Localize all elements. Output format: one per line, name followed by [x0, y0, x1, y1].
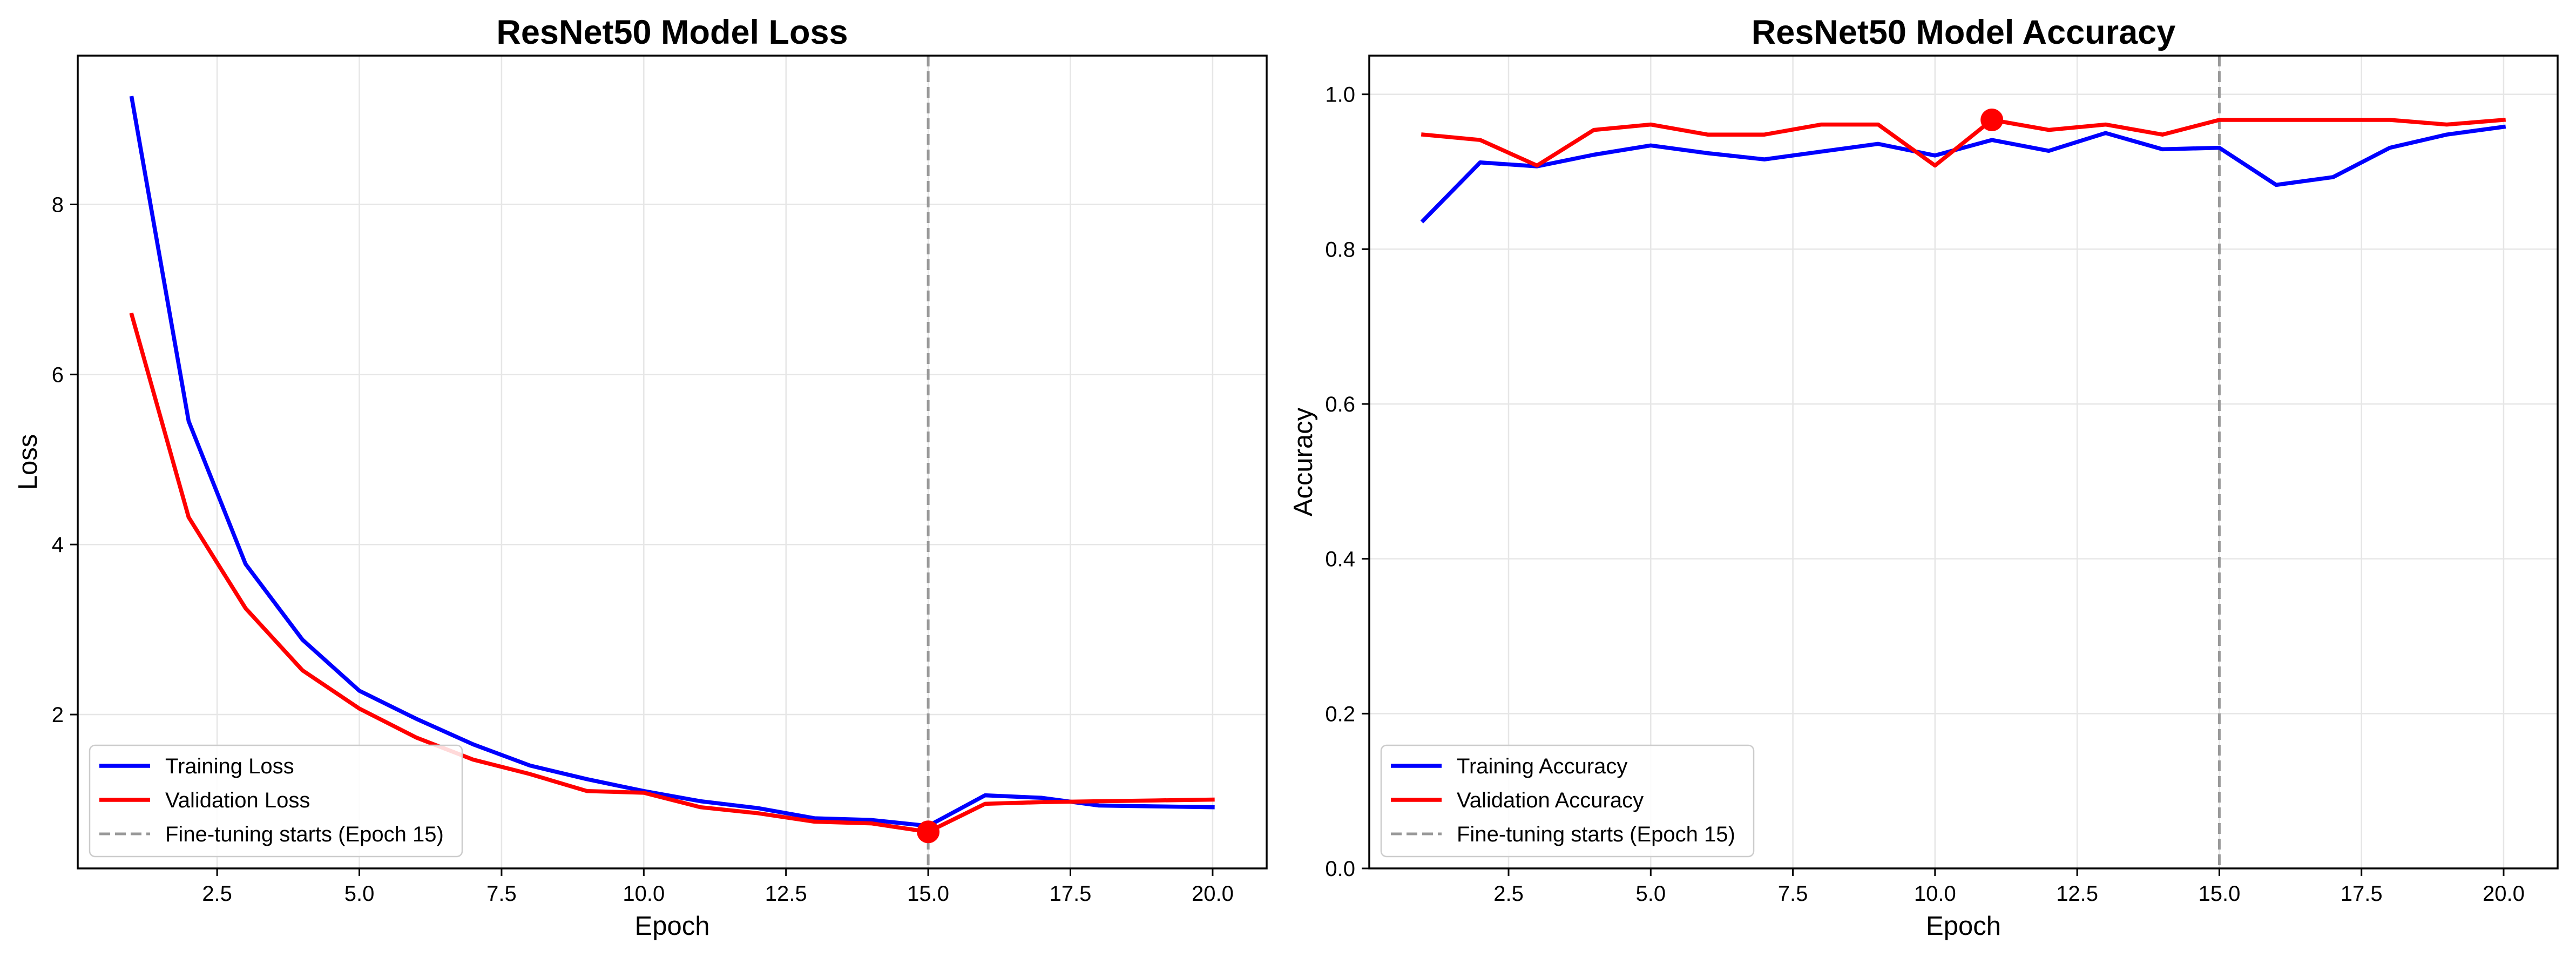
legend: Training Accuracy Validation Accuracy Fine… — [1380, 744, 1755, 858]
y-tick-label: 0.0 — [1325, 857, 1355, 881]
legend-label: Validation Accuracy — [1457, 788, 1644, 812]
y-tick-label: 6 — [52, 363, 64, 387]
chart-panel-loss: 2.5 5.0 7.5 10.0 12.5 15.0 17.5 20.0 2 4 6 8 ResNet5… — [13, 14, 1268, 941]
x-tick-label: 20.0 — [2483, 882, 2525, 906]
legend-label: Training Accuracy — [1457, 754, 1627, 778]
legend-label: Fine-tuning starts (Epoch 15) — [1457, 823, 1735, 846]
x-tick-label: 5.0 — [344, 882, 375, 906]
y-tick-label: 0.4 — [1325, 548, 1355, 571]
x-tick-label: 15.0 — [2198, 882, 2240, 906]
series-line-validation-loss — [129, 312, 1215, 834]
legend-label: Training Loss — [165, 754, 294, 778]
y-tick-label: 0.2 — [1325, 702, 1355, 726]
legend-box — [89, 744, 463, 858]
x-tick-label: 10.0 — [623, 882, 665, 906]
legend-box — [1380, 744, 1755, 858]
y-tick-label: 0.6 — [1325, 393, 1355, 416]
x-axis-label: Epoch — [1926, 912, 2001, 941]
x-tick-label: 5.0 — [1635, 882, 1666, 906]
y-tick-label: 2 — [52, 703, 64, 727]
legend-label: Validation Loss — [165, 788, 310, 812]
y-axis-label: Loss — [13, 434, 43, 490]
x-tick-label: 7.5 — [486, 882, 517, 906]
x-tick-label: 2.5 — [1493, 882, 1524, 906]
x-tick-label: 12.5 — [2056, 882, 2098, 906]
x-tick-label: 2.5 — [202, 882, 232, 906]
x-tick-label: 10.0 — [1914, 882, 1956, 906]
y-tick-label: 8 — [52, 193, 64, 217]
series-line-validation-accuracy — [1421, 117, 2506, 168]
y-axis-label: Accuracy — [1289, 407, 1318, 516]
x-tick-label: 17.5 — [1050, 882, 1092, 906]
y-tick-label: 1.0 — [1325, 83, 1355, 107]
legend: Training Loss Validation Loss Fine-tuning … — [89, 744, 463, 858]
x-axis-label: Epoch — [635, 912, 710, 941]
x-tick-label: 15.0 — [907, 882, 949, 906]
x-tick-label: 20.0 — [1192, 882, 1234, 906]
best-point-marker — [1980, 108, 2004, 131]
best-point-marker — [917, 820, 940, 844]
x-tick-label: 7.5 — [1778, 882, 1808, 906]
y-tick-label: 4 — [52, 533, 64, 557]
chart-title: ResNet50 Model Loss — [496, 14, 848, 51]
axes-frame — [1368, 55, 2559, 870]
chart-panel-accuracy: 2.5 5.0 7.5 10.0 12.5 15.0 17.5 20.0 0.0 0.2 0.4 0.… — [1289, 14, 2559, 941]
chart-title: ResNet50 Model Accuracy — [1752, 14, 2176, 51]
axes-frame — [77, 55, 1268, 870]
legend-label: Fine-tuning starts (Epoch 15) — [165, 823, 444, 846]
x-tick-label: 12.5 — [765, 882, 807, 906]
x-tick-label: 17.5 — [2341, 882, 2383, 906]
series-line-training-accuracy — [1420, 124, 2506, 224]
series-line-training-loss — [129, 96, 1215, 828]
y-tick-label: 0.8 — [1325, 238, 1355, 261]
